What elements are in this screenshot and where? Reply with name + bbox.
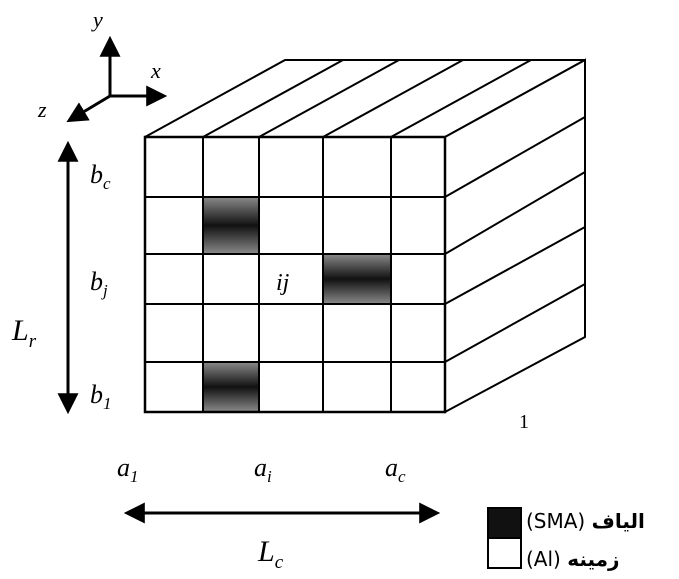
cols-dimension-label: Lc [257,535,284,573]
col-label-ac: ac [385,453,406,486]
cube-front-face [143,135,447,414]
y-axis-label: y [91,7,103,32]
col-label-a1: a1 [117,453,139,486]
z-axis-label: z [37,97,47,122]
fiber-cell [323,254,391,304]
coordinate-axes: y x z [37,7,168,123]
row-label-b1: b1 [90,380,112,413]
x-axis-label: x [150,58,161,83]
row-label-bj: bj [90,267,108,300]
row-label-bc: bc [90,160,111,193]
legend: (SMA) الیاف (Al) زمینه [487,507,645,571]
col-label-ai: ai [254,453,272,486]
legend-fiber-label: (SMA) الیاف [526,509,645,533]
fiber-cell [203,362,259,412]
legend-fiber-swatch [487,507,522,539]
depth-label: 1 [519,411,529,433]
cell-label-ij: ij [276,270,290,296]
legend-matrix-label: (Al) زمینه [526,547,620,571]
fiber-cell [203,197,259,254]
legend-matrix-swatch [487,537,522,569]
z-axis-arrow [66,94,111,123]
rows-dimension-label: Lr [11,314,37,352]
